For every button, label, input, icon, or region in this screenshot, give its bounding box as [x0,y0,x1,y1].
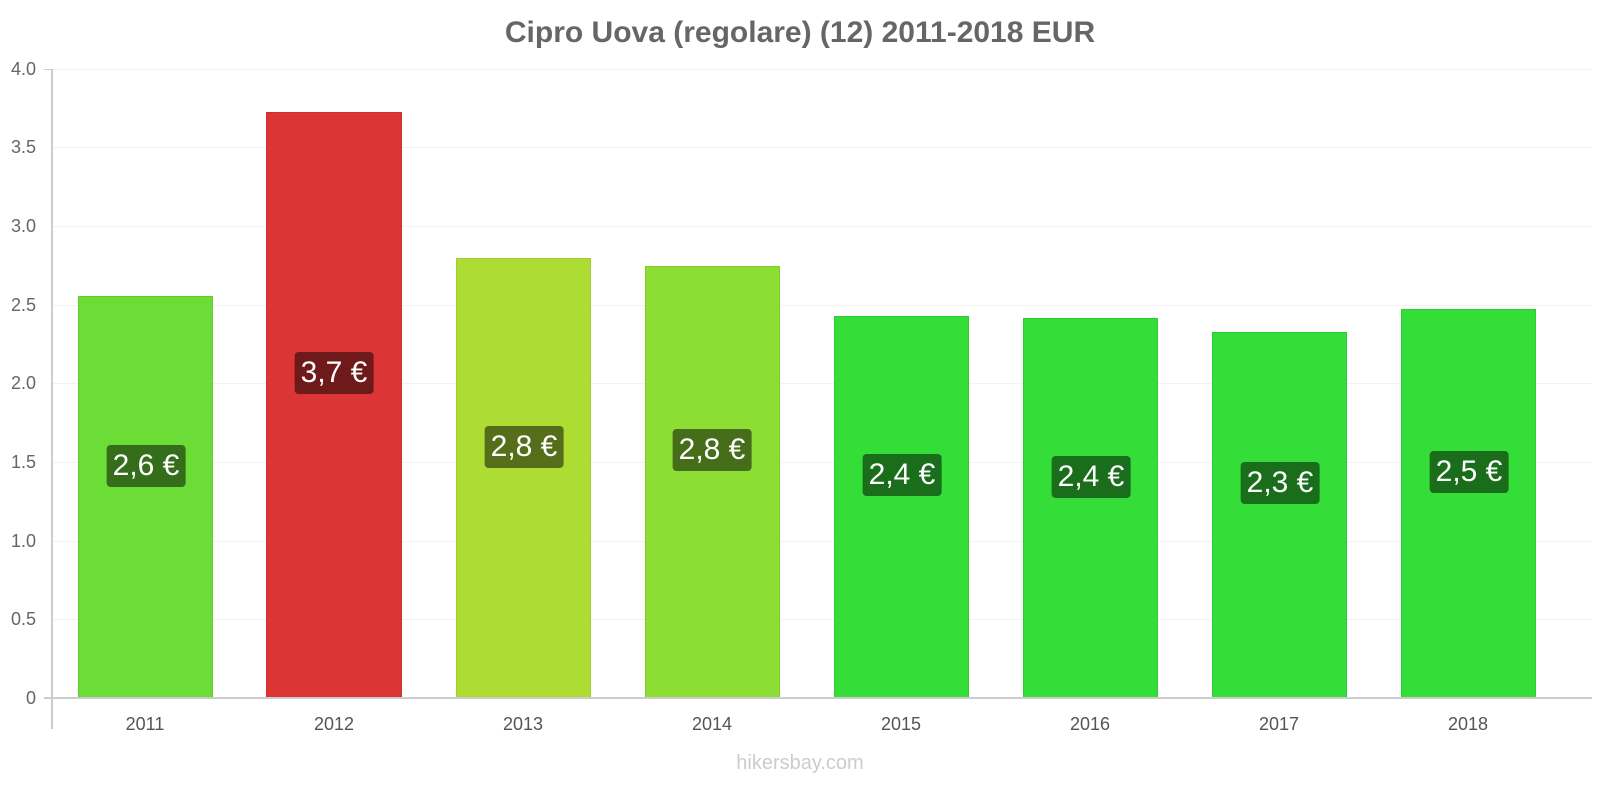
x-tick-label: 2012 [313,714,355,734]
bar-2011[interactable] [78,296,213,698]
x-axis-line [44,697,1592,699]
gridline [52,383,1592,384]
x-tick-label: 2013 [502,714,544,734]
bar-2017[interactable] [1212,332,1347,698]
chart-title: Cipro Uova (regolare) (12) 2011-2018 EUR [504,16,1096,49]
y-tick-label: 3.0 [10,216,36,236]
y-axis-line [51,69,53,729]
gridline [52,462,1592,463]
data-label: 2,8 € [672,429,752,471]
data-label: 2,4 € [862,454,942,496]
y-tick-label: 1.0 [10,531,36,551]
y-tick-label: 1.5 [10,452,36,472]
x-tick-label: 2017 [1258,714,1300,734]
y-tick-label: 2.0 [10,373,36,393]
data-label: 3,7 € [294,352,374,394]
bar-2016[interactable] [1023,318,1158,698]
y-tick-label: 0.5 [10,609,36,629]
bar-2013[interactable] [456,258,591,698]
bar-2015[interactable] [834,316,969,698]
gridline [52,226,1592,227]
data-label: 2,8 € [484,426,564,468]
y-tick-label: 3.5 [10,137,36,157]
data-label: 2,4 € [1051,456,1131,498]
gridline [52,69,1592,70]
x-tick-label: 2015 [880,714,922,734]
data-label: 2,6 € [106,445,186,487]
data-label: 2,3 € [1240,462,1320,504]
x-tick-label: 2014 [691,714,733,734]
y-tick-mark [44,69,52,70]
y-tick-label: 4.0 [10,59,36,79]
x-tick-label: 2016 [1069,714,1111,734]
gridline [52,305,1592,306]
gridline [52,147,1592,148]
gridline [52,619,1592,620]
y-tick-label: 2.5 [10,295,36,315]
bar-2014[interactable] [645,266,780,698]
bar-2018[interactable] [1401,309,1536,698]
credit-link[interactable]: hikersbay.com [736,752,864,774]
x-tick-label: 2011 [125,714,165,734]
bar-2012[interactable] [266,112,402,698]
data-label: 2,5 € [1429,451,1509,493]
y-tick-label: 0 [25,688,36,708]
gridline [52,541,1592,542]
x-tick-label: 2018 [1447,714,1489,734]
